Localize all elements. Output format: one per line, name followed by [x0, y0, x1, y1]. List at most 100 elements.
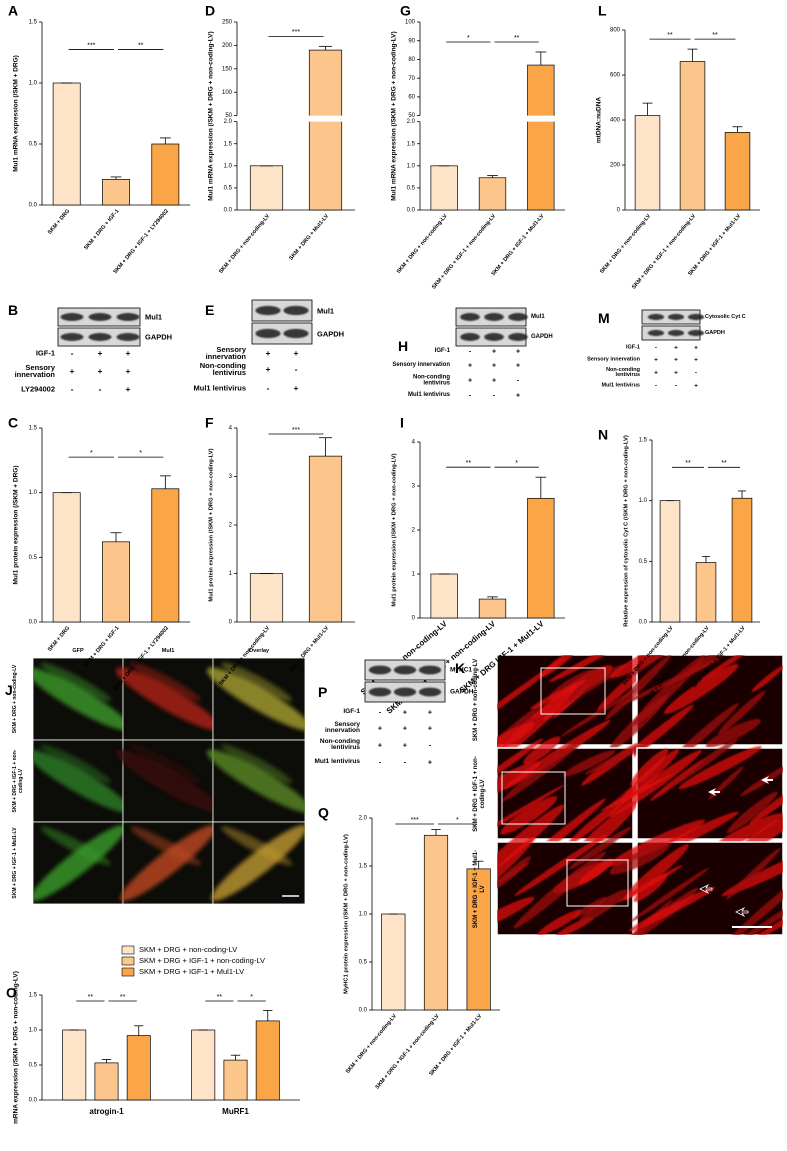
condition-sign: - [654, 344, 658, 352]
muscle-fiber [725, 882, 783, 935]
significance-label: *** [411, 817, 419, 824]
condition-sign: + [402, 740, 408, 750]
y-tick-label: 80 [408, 57, 415, 63]
y-axis-label: Mul1 protein expression (/SKM + DRG + no… [209, 448, 215, 601]
x-tick-label: SKM + DRG + non-coding-LV [396, 213, 449, 275]
y-axis-label: Mul1 mRNA expression (/SKM + DRG) [13, 55, 20, 172]
condition-sign: + [467, 377, 473, 385]
condition-sign: - [294, 364, 298, 374]
condition-label: Mul1 lentivirus [193, 383, 246, 393]
significance-label: * [90, 450, 93, 457]
y-tick-label: 1.0 [29, 81, 38, 87]
y-tick-label: 0.0 [29, 203, 38, 209]
bar [478, 177, 507, 211]
significance-label: * [456, 817, 459, 824]
condition-label: IGF-1 [625, 344, 640, 351]
blot-band [393, 665, 417, 675]
muscle-fiber [696, 655, 761, 684]
blot-band [647, 329, 665, 337]
y-tick-label: 1.0 [29, 1028, 38, 1034]
bar [62, 1029, 87, 1101]
y-tick-label: 0.5 [29, 555, 38, 561]
y-tick-label: 1.5 [29, 20, 38, 26]
legend-label: SKM + DRG + non-coding-LV [139, 945, 237, 954]
band-label: GAPDH [317, 329, 345, 338]
muscle-fiber [560, 688, 637, 737]
muscle-fiber [721, 844, 783, 897]
column-header: Overlay [248, 648, 270, 654]
band-label: Cytosolic Cyt C [705, 314, 746, 320]
condition-label: Sensory innervation [205, 344, 246, 361]
y-tick-label: 2.0 [224, 119, 233, 125]
condition-label: IGF-1 [343, 707, 360, 715]
condition-sign: + [125, 348, 131, 358]
muscle-fiber [605, 655, 672, 721]
condition-sign: + [125, 384, 131, 394]
x-tick-label: SKM + DRG + IGF-1 + Mul1-LV [428, 1013, 483, 1077]
band-label: GAPDH [145, 332, 173, 342]
muscle-fiber [513, 851, 606, 929]
condition-sign: + [674, 356, 678, 364]
condition-sign: + [674, 344, 678, 352]
blot-strip [251, 299, 313, 322]
y-tick-label: 50 [408, 113, 415, 119]
condition-sign: + [515, 348, 521, 356]
band-label: GAPDH [450, 688, 474, 696]
y-tick-label: 1.0 [359, 912, 368, 918]
legend-label: SKM + DRG + IGF-1 + Mul1-LV [139, 967, 244, 976]
panel-letter: C [8, 415, 18, 431]
row-label: SKM + DRG + IGF-1 + non-coding-LV [12, 749, 24, 813]
blot-band [484, 333, 504, 341]
axis-break [308, 115, 343, 122]
condition-label: Mul1 lentivirus [601, 382, 640, 389]
muscle-fiber [678, 746, 762, 790]
muscle-fiber [497, 784, 565, 845]
blot-band [460, 313, 480, 321]
y-tick-label: 50 [225, 113, 232, 119]
muscle-fiber [497, 657, 565, 733]
significance-label: ** [712, 32, 718, 39]
blot-band [667, 313, 685, 321]
condition-sign: + [97, 366, 103, 376]
y-tick-label: 0 [617, 208, 621, 214]
significance-label: * [467, 35, 470, 42]
muscle-fiber [500, 796, 558, 835]
condition-sign: - [694, 369, 698, 377]
muscle-fiber [497, 804, 565, 880]
y-tick-label: 600 [610, 73, 621, 79]
muscle-fiber [514, 834, 607, 897]
bar [659, 500, 681, 623]
y-tick-label: 0 [229, 620, 233, 626]
y-tick-label: 100 [405, 20, 416, 26]
condition-sign: + [467, 362, 473, 370]
axis-break [526, 115, 556, 122]
bar [308, 49, 343, 211]
condition-sign: + [402, 723, 408, 733]
cell-shape [221, 662, 293, 702]
condition-sign: - [266, 383, 270, 393]
condition-label: Mul1 lentivirus [314, 757, 360, 765]
condition-sign: - [98, 384, 102, 394]
significance-label: ** [721, 460, 727, 467]
legend-swatch [121, 945, 135, 955]
y-tick-label: 2.0 [407, 119, 416, 125]
condition-sign: - [468, 348, 472, 356]
y-tick-label: 1.0 [639, 498, 648, 504]
legend-label: SKM + DRG + IGF-1 + non-coding-LV [139, 956, 265, 965]
row-label: SKM + DRG + IGF-1 + Mul1-LV [12, 827, 18, 899]
bar [52, 492, 81, 623]
y-tick-label: 1.5 [359, 864, 368, 870]
x-tick-label: SKM + DRG + IGF-1 + LY294002 [113, 208, 170, 275]
blot-band [418, 687, 442, 697]
blot-strip [251, 322, 313, 345]
muscle-fiber [664, 663, 739, 714]
cell-shape [40, 744, 112, 784]
blot-band [647, 313, 665, 321]
bar [308, 455, 343, 623]
band-label: Mul1 [531, 314, 545, 320]
muscle-fiber [727, 791, 778, 834]
muscle-fiber [633, 874, 668, 902]
cell-shape [40, 826, 112, 866]
cell-shape [120, 825, 216, 901]
